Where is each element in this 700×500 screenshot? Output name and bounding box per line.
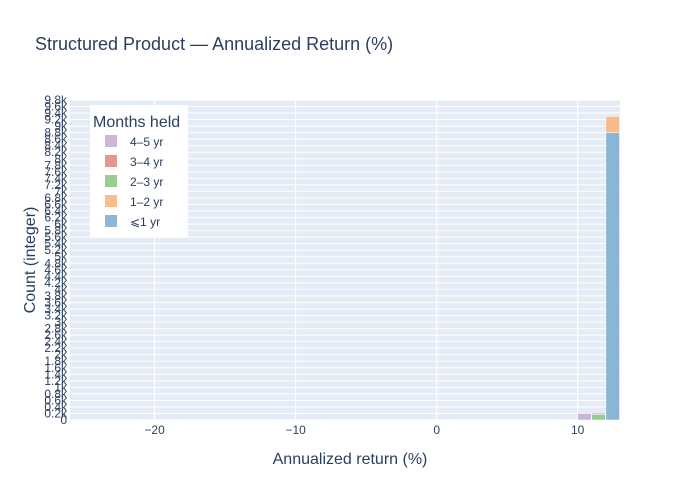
y-tick-label: 4k — [54, 282, 68, 296]
legend-label[interactable]: 2–3 yr — [130, 175, 163, 189]
y-tick-label: 9.8k — [44, 93, 68, 107]
legend: Months held 4–5 yr 3–4 yr 2–3 yr 1–2 yr ⩽1 y… — [90, 105, 188, 237]
y-tick-label: 0.4k — [44, 400, 68, 414]
y-tick-label: 1.6k — [44, 361, 68, 375]
y-tick-label: 1k — [54, 380, 68, 394]
y-tick-label: 5.6k — [44, 230, 68, 244]
y-tick-label: 4.4k — [44, 269, 68, 283]
chart-title: Structured Product — Annualized Return (… — [35, 34, 393, 54]
y-tick-label: 7k — [54, 184, 68, 198]
y-tick-label: 0.8k — [44, 387, 68, 401]
bar-segment[interactable] — [591, 414, 606, 421]
y-tick-label: 9k — [54, 119, 68, 133]
y-tick-label: 8.6k — [44, 132, 68, 146]
y-tick-label: 2.8k — [44, 322, 68, 336]
y-tick-label: 5.2k — [44, 243, 68, 257]
bars — [577, 116, 620, 421]
legend-label[interactable]: 1–2 yr — [130, 195, 163, 209]
y-tick-label: 5.4k — [44, 237, 68, 251]
x-tick-label: 10 — [571, 423, 585, 437]
legend-title: Months held — [93, 114, 180, 131]
y-tick-label: 4.8k — [44, 256, 68, 270]
y-tick-label: 0.2k — [44, 406, 68, 420]
y-tick-label: 3.8k — [44, 289, 68, 303]
bar-segment[interactable] — [577, 413, 592, 421]
y-tick-label: 9.2k — [44, 113, 68, 127]
y-tick-label: 6.4k — [44, 204, 68, 218]
y-tick-label: 4.2k — [44, 276, 68, 290]
x-tick-label: −10 — [285, 423, 306, 437]
y-tick-label: 1.8k — [44, 354, 68, 368]
y-tick-label: 9.6k — [44, 100, 68, 114]
y-tick-label: 2.2k — [44, 341, 68, 355]
gridlines — [70, 99, 620, 421]
y-tick-label: 1.4k — [44, 367, 68, 381]
y-tick-label: 0 — [60, 413, 67, 427]
y-tick-label: 5k — [54, 250, 68, 264]
y-tick-label: 3k — [54, 315, 68, 329]
bar-segment[interactable] — [591, 412, 606, 415]
y-tick-label: 1.2k — [44, 374, 68, 388]
y-tick-label: 8.8k — [44, 126, 68, 140]
y-tick-label: 7.4k — [44, 171, 68, 185]
y-tick-label: 8k — [54, 152, 68, 166]
y-tick-label: 9.4k — [44, 106, 68, 120]
y-tick-label: 2k — [54, 348, 68, 362]
y-tick-label: 3.4k — [44, 302, 68, 316]
y-axis-ticks: 00.2k0.4k0.6k0.8k1k1.2k1.4k1.6k1.8k2k2.2… — [44, 93, 68, 427]
legend-swatch[interactable] — [105, 215, 117, 227]
y-tick-label: 0.6k — [44, 393, 68, 407]
legend-swatch[interactable] — [105, 175, 117, 187]
legend-swatch[interactable] — [105, 195, 117, 207]
x-axis-ticks: −20 −10 0 10 — [144, 423, 584, 437]
x-axis-title: Annualized return (%) — [273, 451, 428, 468]
y-tick-label: 4.6k — [44, 263, 68, 277]
legend-swatch[interactable] — [105, 155, 117, 167]
y-axis-title: Count (integer) — [22, 207, 39, 314]
y-tick-label: 7.2k — [44, 178, 68, 192]
y-tick-label: 3.6k — [44, 295, 68, 309]
y-tick-label: 6k — [54, 217, 68, 231]
y-tick-label: 5.8k — [44, 224, 68, 238]
bar-segment[interactable] — [605, 132, 620, 421]
legend-label[interactable]: 3–4 yr — [130, 155, 163, 169]
y-tick-label: 6.8k — [44, 191, 68, 205]
legend-label[interactable]: ⩽1 yr — [130, 215, 160, 229]
y-tick-label: 7.8k — [44, 158, 68, 172]
y-tick-label: 7.6k — [44, 165, 68, 179]
y-tick-label: 2.4k — [44, 335, 68, 349]
legend-label[interactable]: 4–5 yr — [130, 135, 163, 149]
y-tick-label: 8.4k — [44, 139, 68, 153]
y-tick-label: 3.2k — [44, 309, 68, 323]
y-tick-label: 6.6k — [44, 197, 68, 211]
x-tick-label: 0 — [433, 423, 440, 437]
x-tick-label: −20 — [144, 423, 165, 437]
y-tick-label: 6.2k — [44, 211, 68, 225]
y-tick-label: 2.6k — [44, 328, 68, 342]
legend-swatch[interactable] — [105, 135, 117, 147]
bar-segment[interactable] — [605, 116, 620, 133]
y-tick-label: 8.2k — [44, 145, 68, 159]
